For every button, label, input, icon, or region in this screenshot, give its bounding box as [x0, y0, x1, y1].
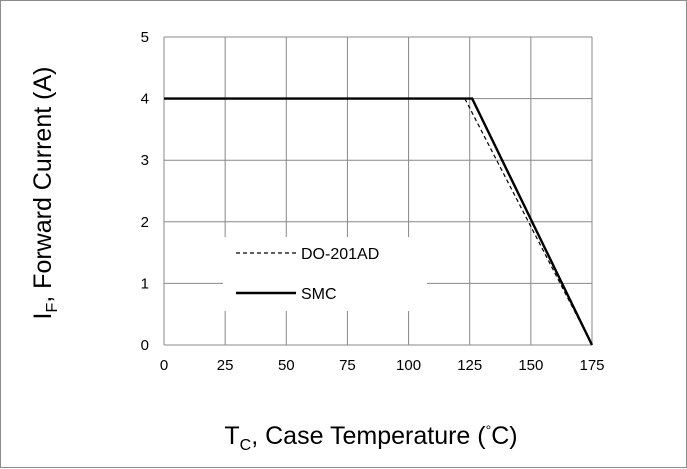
legend-label-do-201ad: DO-201AD — [301, 246, 379, 263]
y-tick-label: 3 — [141, 152, 149, 169]
legend-box — [223, 237, 427, 311]
y-tick-label: 1 — [141, 275, 149, 292]
legend-label-smc: SMC — [301, 286, 337, 303]
legend: DO-201AD SMC — [236, 246, 379, 303]
y-tick-label: 4 — [141, 91, 149, 108]
y-tick-label: 0 — [141, 337, 149, 354]
legend-background — [223, 237, 427, 311]
tick-labels: 0 25 50 75 100 125 150 175 0 1 2 3 4 5 — [141, 29, 605, 374]
x-tick-label: 125 — [457, 357, 482, 374]
x-tick-label: 25 — [217, 357, 234, 374]
series-line-smc — [164, 97, 594, 346]
y-axis-title: IF, Forward Current (A) — [29, 67, 61, 320]
x-tick-label: 75 — [339, 357, 356, 374]
x-tick-label: 50 — [278, 357, 295, 374]
y-tick-label: 5 — [141, 29, 149, 46]
y-tick-label: 2 — [141, 214, 149, 231]
x-tick-label: 150 — [518, 357, 543, 374]
x-axis-title: TC, Case Temperature (°C) — [224, 422, 517, 454]
series-group — [164, 97, 594, 346]
x-tick-label: 0 — [160, 357, 168, 374]
x-tick-label: 175 — [579, 357, 604, 374]
x-tick-label: 100 — [396, 357, 421, 374]
